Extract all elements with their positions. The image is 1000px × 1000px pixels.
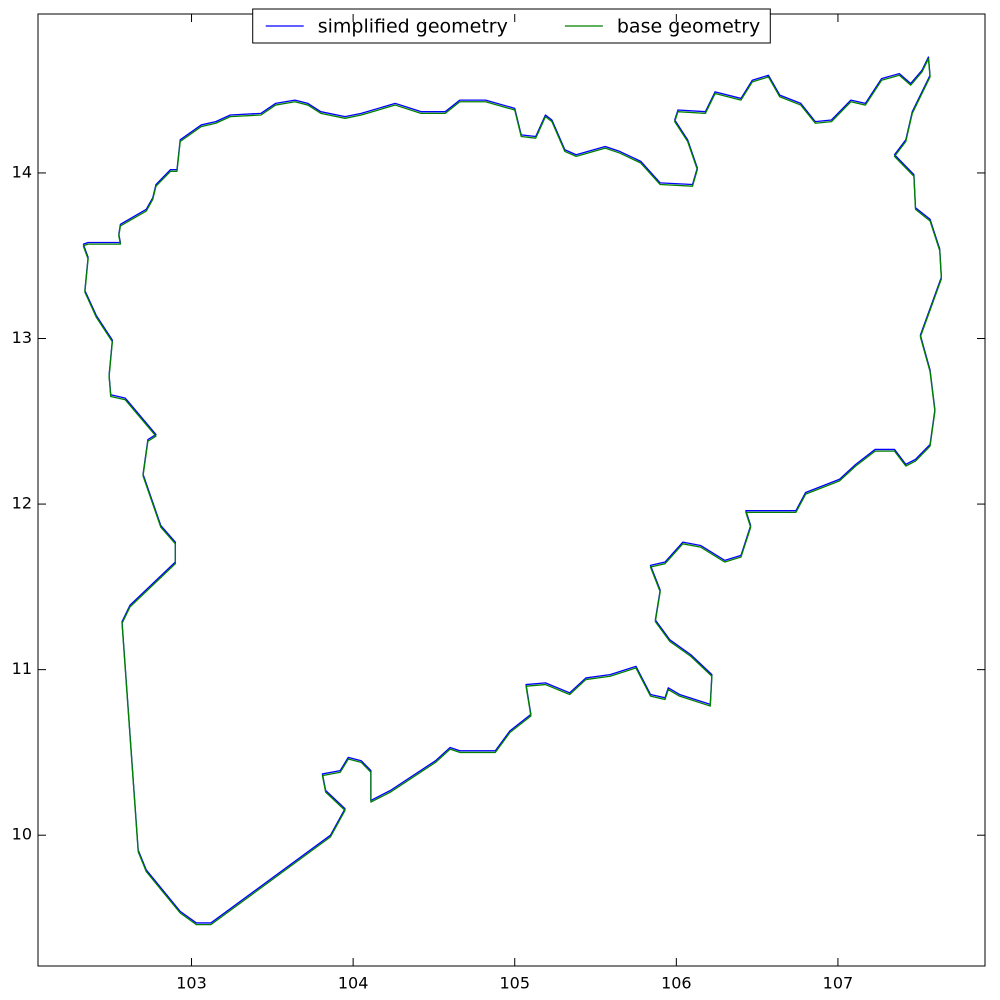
y-tick-label: 12 — [12, 494, 32, 513]
x-tick-label: 105 — [499, 974, 530, 993]
legend-label: simplified geometry — [318, 16, 508, 38]
series-line — [82, 58, 943, 926]
x-tick-label: 103 — [176, 974, 207, 993]
y-tick-label: 11 — [12, 659, 32, 678]
legend-box — [252, 8, 771, 44]
y-tick-label: 13 — [12, 328, 32, 347]
legend-label: base geometry — [617, 16, 760, 38]
y-tick-label: 10 — [12, 825, 32, 844]
x-tick-label: 104 — [338, 974, 369, 993]
legend-item: base geometry — [564, 16, 760, 38]
x-tick-label: 106 — [661, 974, 692, 993]
y-tick-label: 14 — [12, 162, 32, 181]
legend-item: simplified geometry — [265, 16, 508, 38]
plot-area — [82, 56, 943, 926]
legend: simplified geometry base geometry — [252, 8, 771, 44]
x-tick-label: 107 — [823, 974, 854, 993]
